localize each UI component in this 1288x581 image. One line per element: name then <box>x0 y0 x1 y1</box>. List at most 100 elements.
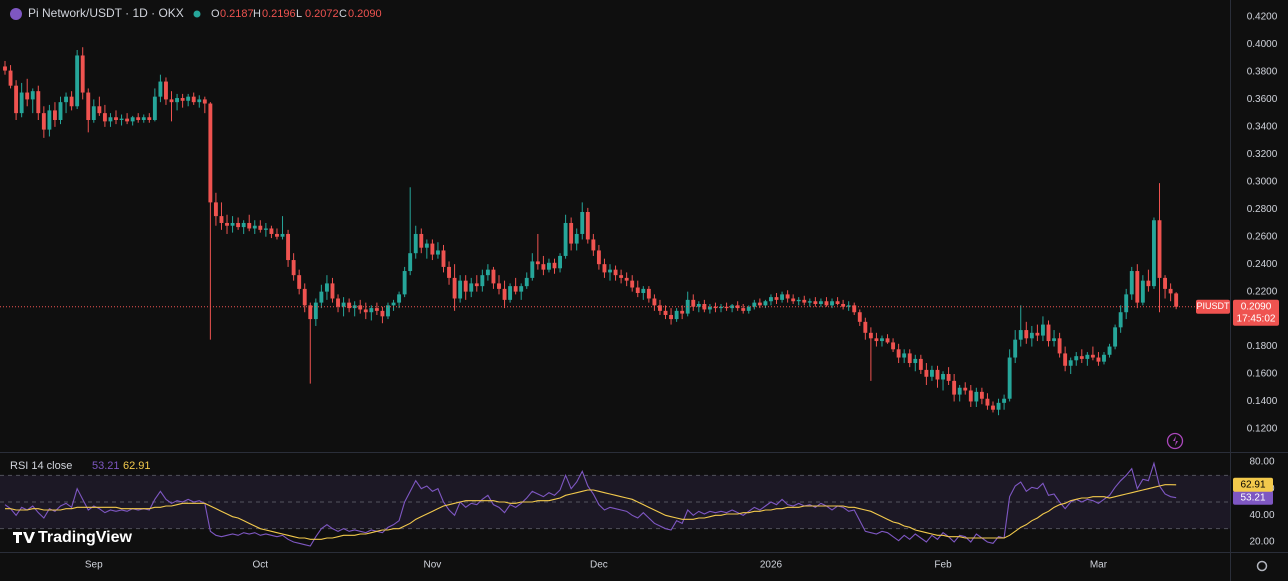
candle-body <box>1002 398 1007 403</box>
candle-body <box>469 283 474 292</box>
candle-body <box>635 287 640 294</box>
countdown: 17:45:02 <box>1237 313 1276 324</box>
candle-body <box>291 260 296 276</box>
candle-body <box>929 369 934 377</box>
candle-body <box>563 222 568 256</box>
candle-body <box>36 91 41 114</box>
candle-body <box>713 306 718 309</box>
candle-body <box>868 332 873 339</box>
candle-body <box>1068 360 1073 366</box>
candle-body <box>741 308 746 311</box>
candle-body <box>1168 288 1173 294</box>
y-tick-label: 0.3600 <box>1247 94 1278 105</box>
candle-body <box>852 305 857 313</box>
candle-body <box>97 106 102 114</box>
candle-body <box>830 301 834 306</box>
symbol-title[interactable]: Pi Network/USDT · 1D · OKX <box>28 6 184 20</box>
y-tick-label: 0.3400 <box>1247 122 1278 133</box>
y-tick-label: 0.4000 <box>1247 39 1278 50</box>
candle-body <box>1046 324 1051 342</box>
candle-body <box>1085 354 1090 359</box>
candle-body <box>558 255 562 269</box>
candle-body <box>1107 346 1112 355</box>
candle-body <box>419 233 424 248</box>
candle-body <box>424 243 429 248</box>
candle-body <box>130 117 135 122</box>
candle-body <box>513 286 518 292</box>
candle-body <box>275 233 279 237</box>
candle-body <box>191 96 196 103</box>
candle-body <box>380 310 385 317</box>
candle-body <box>813 301 818 304</box>
candle-body <box>757 302 762 306</box>
candle-body <box>719 306 723 309</box>
y-tick-label: 0.1800 <box>1247 341 1278 352</box>
candle-body <box>835 301 840 304</box>
candle-body <box>1035 332 1040 336</box>
y-tick-label: 0.2400 <box>1247 259 1278 270</box>
alert-bolt <box>1173 436 1178 446</box>
candle-body <box>197 99 202 103</box>
price-tag: 0.2090 <box>1241 301 1272 312</box>
candle-body <box>946 374 951 381</box>
candle-body <box>769 297 773 302</box>
candle-body <box>252 225 257 229</box>
candle-body <box>363 309 368 313</box>
candle-body <box>280 233 285 237</box>
candle-body <box>263 228 268 230</box>
y-tick-label: 0.3000 <box>1247 176 1278 187</box>
candle-body <box>724 306 729 309</box>
candle-body <box>286 233 291 261</box>
candle-body <box>330 283 335 299</box>
candle-body <box>680 310 685 314</box>
candle-body <box>136 117 141 121</box>
candle-body <box>991 405 995 410</box>
settings-icon[interactable] <box>1256 560 1268 572</box>
candle-body <box>1113 327 1118 347</box>
x-tick-label: Oct <box>253 560 269 571</box>
candle-body <box>674 310 679 320</box>
candle-body <box>474 283 479 287</box>
y-tick-label: 0.3200 <box>1247 149 1278 160</box>
candle-body <box>258 225 263 230</box>
alert-icon[interactable] <box>1166 432 1184 450</box>
rsi-axis-tag-bg <box>1233 490 1273 505</box>
candle-body <box>447 266 451 278</box>
brand-name[interactable]: TradingView <box>38 529 133 546</box>
candle-body <box>53 110 57 121</box>
rsi-legend-value: 53.21 <box>92 460 120 472</box>
candle-body <box>863 321 868 333</box>
y-tick-label: 0.4200 <box>1247 12 1278 23</box>
symbol-tag-bg <box>1196 299 1230 314</box>
candle-body <box>1029 332 1034 339</box>
candle-body <box>974 391 979 402</box>
candle-body <box>119 118 124 121</box>
x-tick-label: Sep <box>85 560 103 571</box>
rsi-tick-label: 80.00 <box>1249 457 1274 468</box>
candle-body <box>1152 220 1156 287</box>
candle-body <box>319 291 324 303</box>
candle-body <box>624 277 629 281</box>
candle-body <box>1052 338 1056 342</box>
candle-body <box>807 301 812 303</box>
candle-body <box>585 211 590 240</box>
candle-body <box>497 283 501 289</box>
candle-body <box>580 211 585 234</box>
candle-body <box>957 387 962 395</box>
legend-value: 0.2072 <box>305 8 339 20</box>
candle-body <box>880 338 884 342</box>
candle-body <box>530 261 535 278</box>
candle-body <box>308 305 313 320</box>
candle-body <box>1129 271 1134 295</box>
candle-body <box>152 96 157 121</box>
y-tick-label: 0.1200 <box>1247 424 1278 435</box>
candle-body <box>979 391 984 399</box>
candle-body <box>1124 294 1129 313</box>
candle-body <box>1140 280 1145 303</box>
candle-body <box>963 387 968 391</box>
candle-body <box>596 250 601 265</box>
candle-body <box>86 92 91 121</box>
candle-body <box>702 303 707 310</box>
candle-body <box>1163 277 1168 289</box>
